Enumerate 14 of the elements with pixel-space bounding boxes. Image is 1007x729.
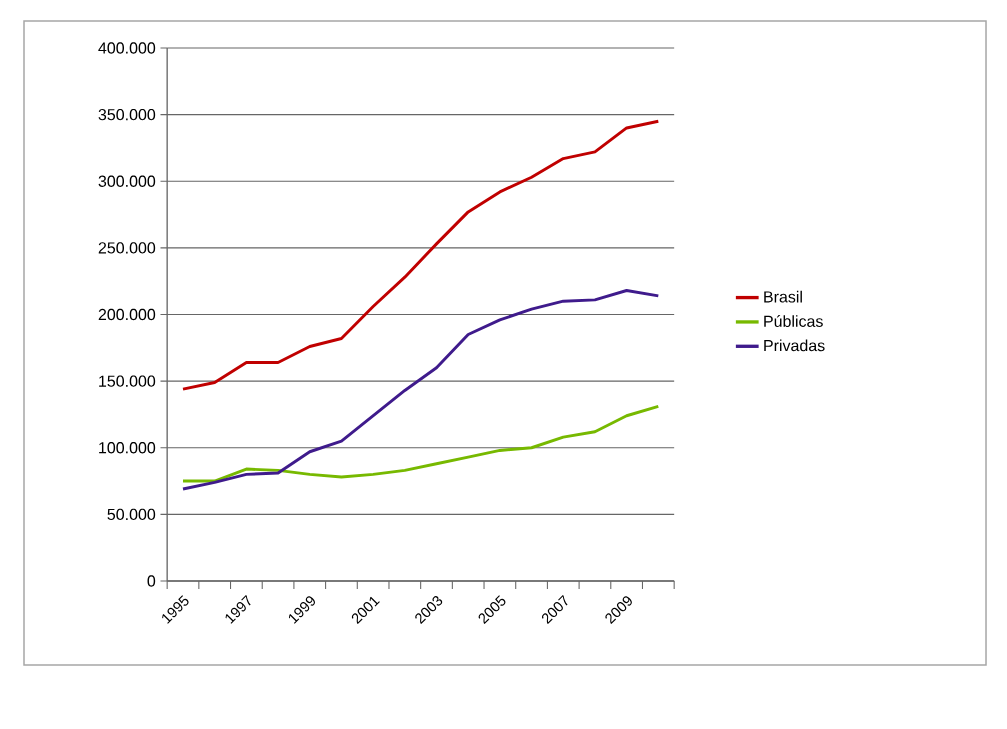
legend-label: Privadas <box>764 339 825 352</box>
line-series <box>181 404 660 483</box>
legend-label: Públicas <box>764 315 823 327</box>
y-tick-label: 100.000 <box>99 442 156 454</box>
y-tick-label: 250.000 <box>98 242 156 254</box>
y-tick-label: 350.000 <box>98 108 156 121</box>
y-tick-label: 400.000 <box>98 42 156 54</box>
y-tick-label: 200.000 <box>98 308 156 321</box>
y-tick-label: 50.000 <box>107 508 156 521</box>
y-tick-label: 150.000 <box>99 375 156 387</box>
y-tick-label: 0 <box>147 575 156 587</box>
y-tick-label: 300.000 <box>98 175 156 187</box>
line-series <box>181 119 660 391</box>
legend-label: Brasil <box>764 290 802 303</box>
